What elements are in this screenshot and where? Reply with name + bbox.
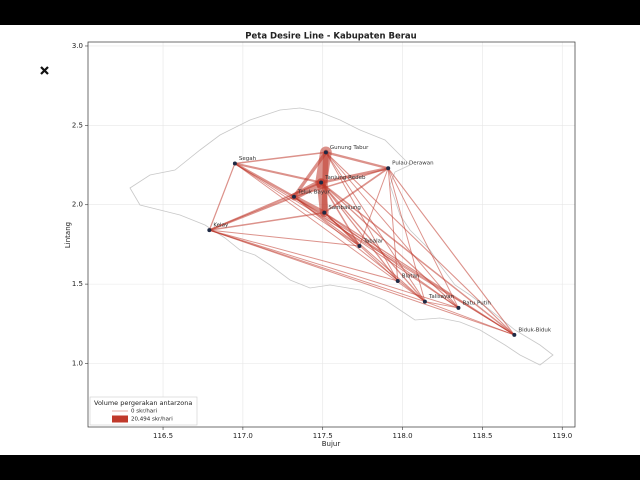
desire-line — [323, 212, 459, 309]
desire-line — [208, 181, 323, 232]
zone-label: Talisayan — [428, 294, 455, 300]
desire-line — [387, 167, 515, 336]
desire-line — [233, 162, 323, 184]
desire-line — [234, 151, 327, 165]
letterbox-bottom — [0, 455, 640, 480]
x-tick-label: 119.0 — [552, 432, 572, 440]
desire-line — [424, 301, 459, 309]
y-tick-label: 1.0 — [72, 359, 83, 367]
desire-line — [293, 196, 515, 336]
legend-title: Volume pergerakan antarzona — [94, 399, 192, 407]
zone-label: Tanjung Redeb — [324, 175, 366, 181]
zone-node — [322, 210, 327, 215]
x-axis-label: Bujur — [322, 440, 341, 448]
desire-line — [208, 162, 236, 231]
y-axis-label: Lintang — [64, 222, 72, 248]
close-button[interactable] — [40, 66, 49, 75]
desire-line — [319, 166, 390, 184]
letterbox-top — [0, 0, 640, 25]
legend-label: 0 skr/hari — [131, 409, 158, 415]
zone-label: Pulau Derawan — [392, 161, 434, 167]
legend: Volume pergerakan antarzona 0 skr/hari 20,… — [89, 396, 198, 426]
x-tick-label: 117.5 — [313, 432, 333, 440]
y-tick-label: 1.5 — [72, 280, 83, 288]
chart-title: Peta Desire Line - Kabupaten Berau — [245, 32, 416, 42]
desire-line — [424, 301, 515, 336]
plot-frame — [87, 41, 576, 428]
desire-line — [387, 167, 459, 309]
desire-line — [324, 151, 390, 170]
close-icon[interactable] — [40, 66, 49, 75]
y-tick-label: 3.0 — [72, 42, 83, 50]
desire-line — [323, 212, 426, 303]
desire-line — [325, 151, 459, 309]
desire-line — [208, 229, 515, 336]
zone-label: Gunung Tabur — [330, 145, 369, 151]
zone-label: Biatan — [402, 273, 420, 279]
desire-line — [208, 229, 360, 247]
zone-label: Batu Putih — [462, 300, 491, 306]
desire-line — [293, 196, 361, 247]
desire-line — [208, 229, 399, 282]
desire-line — [325, 151, 399, 282]
zone-node — [232, 161, 237, 166]
zone-label: Teluk Bayur — [297, 189, 331, 195]
desire-line — [320, 181, 426, 303]
zone-node — [357, 244, 362, 249]
desire-line — [293, 196, 426, 303]
desire-line — [325, 151, 515, 336]
zone-node — [456, 305, 461, 310]
zone-label: Segah — [239, 156, 257, 162]
desire-line — [358, 167, 389, 247]
legend-box — [89, 396, 198, 426]
zone-node — [291, 194, 296, 199]
desire-line — [293, 167, 389, 198]
zone-label: Biduk-Biduk — [518, 327, 552, 333]
zone-node — [395, 278, 400, 283]
region-outline — [129, 107, 554, 366]
y-tick-label: 2.0 — [72, 201, 83, 209]
desire-line — [320, 181, 516, 336]
desire-line — [293, 196, 459, 309]
plot-area: Segah Gunung Tabur Pulau Derawan Tanjung Re… — [87, 41, 576, 428]
legend-label: 20,494 skr/hari — [131, 417, 173, 423]
x-tick-label: 118.5 — [472, 432, 492, 440]
zone-label: Sambaliung — [328, 205, 361, 211]
y-tick-label: 2.5 — [72, 121, 83, 129]
x-tick-label: 116.5 — [153, 432, 173, 440]
zone-label: Kelay — [213, 223, 229, 229]
desire-line — [208, 229, 426, 303]
zone-node — [323, 150, 328, 155]
desire-line — [320, 181, 399, 282]
desire-line — [234, 162, 426, 303]
zone-node — [512, 332, 517, 337]
zone-node — [319, 180, 324, 185]
desire-line — [325, 151, 426, 303]
desire-line — [208, 211, 326, 231]
zone-node — [422, 299, 427, 304]
x-tick-label: 117.0 — [233, 432, 253, 440]
zone-node — [386, 166, 391, 171]
plot-bg — [88, 42, 575, 427]
desire-line — [292, 150, 328, 199]
zone-node — [207, 228, 212, 233]
x-tick-label: 118.0 — [393, 432, 413, 440]
zone-label: Tabalar — [362, 239, 384, 245]
